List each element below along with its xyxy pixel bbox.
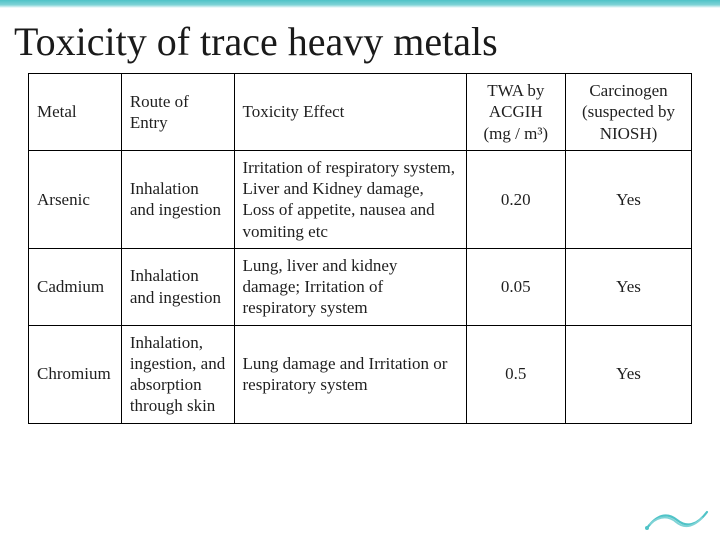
col-header-metal: Metal <box>29 74 122 151</box>
col-header-carcinogen: Carcinogen (suspected by NIOSH) <box>566 74 692 151</box>
cell-metal: Cadmium <box>29 248 122 325</box>
cell-carcinogen: Yes <box>566 325 692 423</box>
page-title: Toxicity of trace heavy metals <box>0 0 720 73</box>
table-row: Arsenic Inhalation and ingestion Irritat… <box>29 150 692 248</box>
table-container: Metal Route of Entry Toxicity Effect TWA… <box>0 73 720 424</box>
cell-effect: Lung, liver and kidney damage; Irritatio… <box>234 248 466 325</box>
cell-effect: Irritation of respiratory system, Liver … <box>234 150 466 248</box>
cell-route: Inhalation, ingestion, and absorption th… <box>121 325 234 423</box>
cell-effect: Lung damage and Irritation or respirator… <box>234 325 466 423</box>
top-accent-bar <box>0 0 720 8</box>
cell-route: Inhalation and ingestion <box>121 150 234 248</box>
cell-metal: Chromium <box>29 325 122 423</box>
cell-route: Inhalation and ingestion <box>121 248 234 325</box>
cell-metal: Arsenic <box>29 150 122 248</box>
col-header-effect: Toxicity Effect <box>234 74 466 151</box>
cell-twa: 0.20 <box>466 150 565 248</box>
col-header-twa: TWA by ACGIH (mg / m³) <box>466 74 565 151</box>
decorative-swirl-icon <box>642 498 712 534</box>
cell-carcinogen: Yes <box>566 150 692 248</box>
table-header-row: Metal Route of Entry Toxicity Effect TWA… <box>29 74 692 151</box>
table-row: Cadmium Inhalation and ingestion Lung, l… <box>29 248 692 325</box>
cell-twa: 0.5 <box>466 325 565 423</box>
cell-twa: 0.05 <box>466 248 565 325</box>
table-row: Chromium Inhalation, ingestion, and abso… <box>29 325 692 423</box>
toxicity-table: Metal Route of Entry Toxicity Effect TWA… <box>28 73 692 424</box>
col-header-route: Route of Entry <box>121 74 234 151</box>
cell-carcinogen: Yes <box>566 248 692 325</box>
